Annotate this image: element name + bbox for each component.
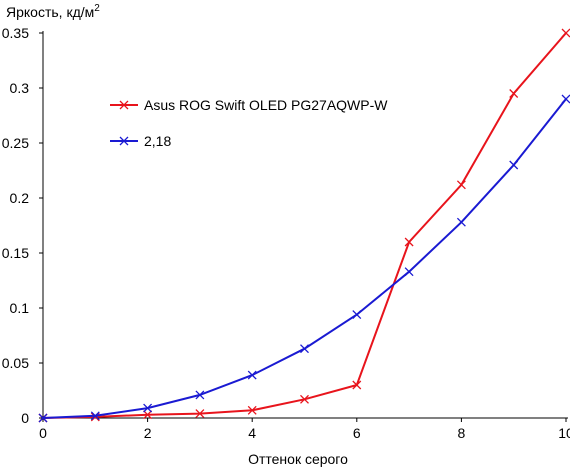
x-tick-label: 10	[558, 425, 570, 441]
data-point-marker	[509, 160, 519, 170]
y-tick-label: 0.1	[10, 300, 30, 316]
series-group	[38, 28, 570, 423]
x-tick-label: 0	[39, 425, 47, 441]
legend: Asus ROG Swift OLED PG27AQWP-W 2,18	[110, 97, 388, 149]
y-tick-label: 0.35	[2, 25, 29, 41]
data-point-marker	[300, 394, 309, 404]
legend-item-1: Asus ROG Swift OLED PG27AQWP-W	[110, 97, 388, 113]
data-point-marker	[143, 410, 153, 420]
data-point-marker	[38, 413, 48, 423]
x-tick-label: 8	[458, 425, 466, 441]
data-point-marker	[195, 390, 205, 400]
y-tick-label: 0.3	[10, 80, 30, 96]
data-point-marker	[456, 180, 466, 190]
data-point-marker	[247, 405, 257, 415]
data-point-marker	[90, 411, 100, 421]
data-point-marker	[90, 412, 100, 422]
y-tick-label: 0.2	[10, 190, 30, 206]
x-tick-label: 4	[248, 425, 256, 441]
data-point-marker	[404, 237, 414, 247]
legend-marker	[119, 136, 129, 146]
legend-label: 2,18	[144, 133, 171, 149]
y-axis-title-superscript: 2	[94, 3, 100, 14]
data-point-marker	[352, 310, 362, 320]
series-2	[38, 94, 570, 423]
data-point-marker	[404, 267, 414, 277]
series-line	[42, 32, 567, 419]
legend-item-2: 2,18	[110, 133, 171, 149]
data-point-marker	[143, 403, 153, 413]
x-axis-title: Оттенок серого	[248, 451, 348, 467]
legend-label: Asus ROG Swift OLED PG27AQWP-W	[144, 97, 388, 113]
data-point-marker	[561, 28, 570, 38]
x-tick-label: 6	[353, 425, 361, 441]
data-point-marker	[300, 344, 309, 354]
y-axis-title-text: Яркость, кд/м	[6, 4, 94, 20]
y-tick-label: 0.15	[2, 245, 29, 261]
data-point-marker	[195, 409, 205, 419]
legend-marker	[119, 100, 129, 110]
series-1	[38, 28, 570, 423]
y-tick-label: 0	[21, 410, 29, 426]
y-tick-label: 0.25	[2, 135, 29, 151]
y-axis-title: Яркость, кд/м2	[6, 3, 100, 20]
series-line	[42, 98, 567, 419]
x-tick-label: 2	[144, 425, 152, 441]
axes	[42, 31, 568, 419]
x-axis-ticks: 0 2 4 6 8 10	[39, 418, 570, 441]
data-point-marker	[509, 89, 519, 98]
data-point-marker	[352, 380, 362, 390]
y-axis-ticks: 0 0.05 0.1 0.15 0.2 0.25 0.3 0.35	[2, 25, 43, 426]
data-point-marker	[456, 217, 466, 227]
data-point-marker	[561, 94, 570, 104]
data-point-marker	[247, 370, 257, 380]
y-tick-label: 0.05	[2, 355, 29, 371]
